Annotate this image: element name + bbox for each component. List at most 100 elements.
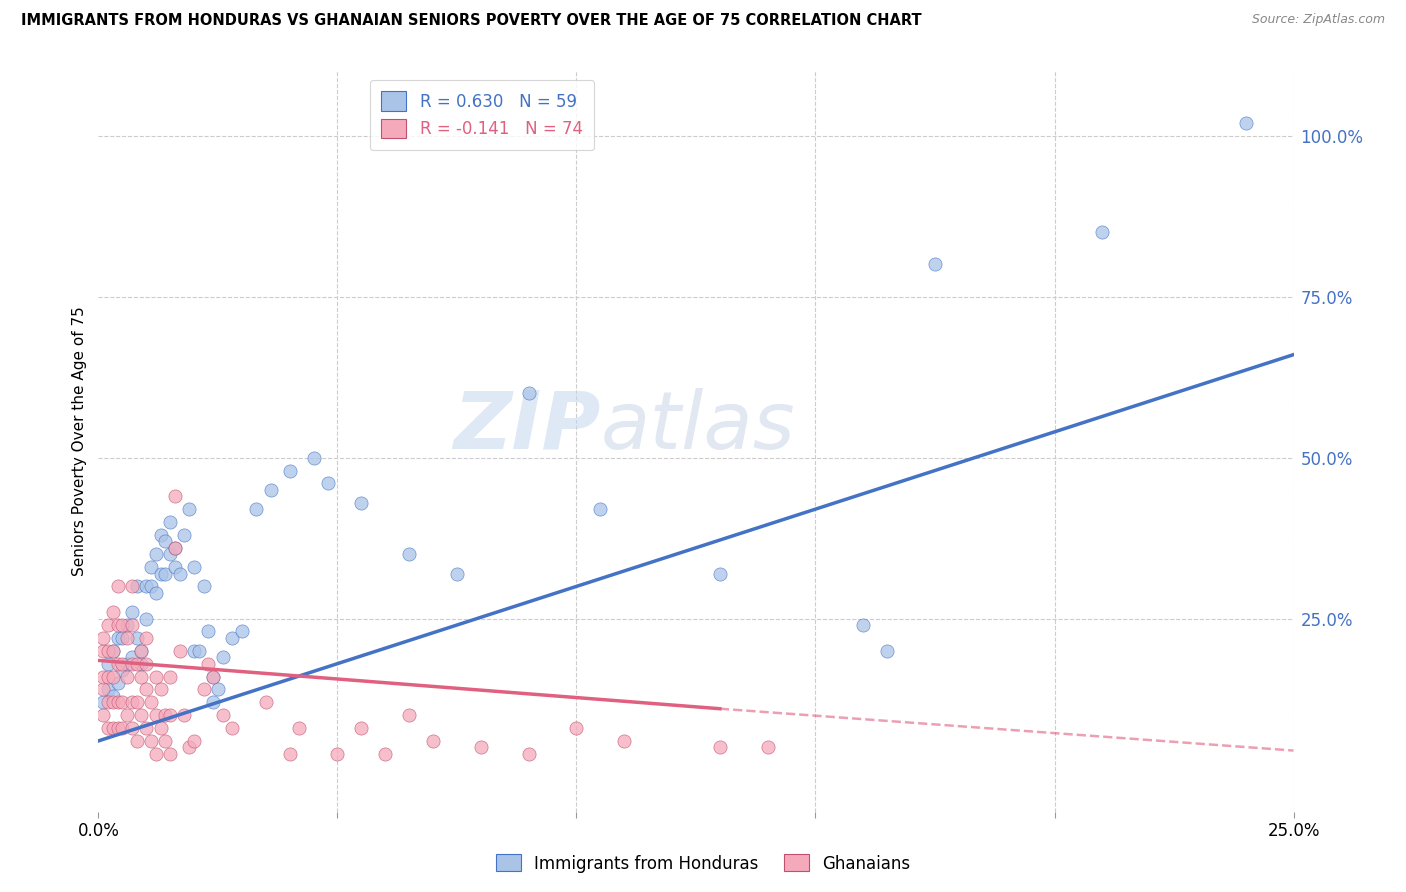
Y-axis label: Seniors Poverty Over the Age of 75: Seniors Poverty Over the Age of 75 — [72, 307, 87, 576]
Point — [101, 644, 124, 658]
Point — [159, 547, 181, 561]
Point — [121, 721, 143, 735]
Point — [145, 747, 167, 761]
Point — [115, 618, 138, 632]
Point — [211, 650, 233, 665]
Point — [97, 618, 120, 632]
Point — [101, 605, 124, 619]
Point — [101, 669, 124, 683]
Point — [350, 496, 373, 510]
Point — [97, 682, 120, 697]
Point — [139, 579, 162, 593]
Point — [135, 657, 157, 671]
Point — [135, 611, 157, 625]
Point — [111, 695, 134, 709]
Point — [125, 657, 148, 671]
Point — [193, 579, 215, 593]
Point — [470, 740, 492, 755]
Point — [179, 740, 201, 755]
Text: Source: ZipAtlas.com: Source: ZipAtlas.com — [1251, 13, 1385, 27]
Point — [422, 734, 444, 748]
Point — [207, 682, 229, 697]
Point — [101, 721, 124, 735]
Point — [101, 689, 124, 703]
Point — [1234, 116, 1257, 130]
Point — [155, 708, 177, 723]
Point — [121, 650, 143, 665]
Point — [145, 669, 167, 683]
Point — [221, 721, 243, 735]
Point — [121, 579, 143, 593]
Point — [135, 682, 157, 697]
Point — [111, 631, 134, 645]
Point — [565, 721, 588, 735]
Point — [876, 644, 898, 658]
Point — [111, 721, 134, 735]
Point — [145, 586, 167, 600]
Point — [139, 734, 162, 748]
Point — [145, 547, 167, 561]
Point — [91, 682, 114, 697]
Point — [107, 695, 129, 709]
Point — [183, 644, 205, 658]
Point — [350, 721, 373, 735]
Point — [1091, 225, 1114, 239]
Point — [149, 566, 172, 581]
Point — [131, 657, 153, 671]
Point — [852, 618, 875, 632]
Point — [756, 740, 779, 755]
Point — [278, 747, 301, 761]
Legend: Immigrants from Honduras, Ghanaians: Immigrants from Honduras, Ghanaians — [489, 847, 917, 880]
Point — [202, 669, 225, 683]
Point — [121, 618, 143, 632]
Point — [173, 708, 195, 723]
Point — [91, 669, 114, 683]
Point — [101, 644, 124, 658]
Point — [125, 695, 148, 709]
Point — [169, 566, 191, 581]
Point — [202, 669, 225, 683]
Point — [131, 644, 153, 658]
Point — [145, 708, 167, 723]
Point — [231, 624, 253, 639]
Point — [125, 631, 148, 645]
Point — [183, 560, 205, 574]
Point — [107, 631, 129, 645]
Point — [589, 502, 612, 516]
Point — [398, 708, 420, 723]
Point — [173, 528, 195, 542]
Point — [111, 618, 134, 632]
Point — [183, 734, 205, 748]
Point — [197, 624, 219, 639]
Point — [121, 605, 143, 619]
Point — [193, 682, 215, 697]
Text: atlas: atlas — [600, 388, 796, 466]
Point — [149, 721, 172, 735]
Point — [155, 566, 177, 581]
Point — [97, 695, 120, 709]
Point — [254, 695, 277, 709]
Point — [91, 708, 114, 723]
Point — [398, 547, 420, 561]
Point — [202, 695, 225, 709]
Point — [163, 541, 186, 555]
Point — [159, 747, 181, 761]
Point — [221, 631, 243, 645]
Point — [97, 721, 120, 735]
Point — [326, 747, 349, 761]
Point — [613, 734, 636, 748]
Point — [115, 631, 138, 645]
Point — [115, 669, 138, 683]
Point — [111, 657, 134, 671]
Point — [924, 258, 946, 272]
Point — [97, 669, 120, 683]
Text: ZIP: ZIP — [453, 388, 600, 466]
Point — [302, 450, 325, 465]
Point — [709, 740, 731, 755]
Point — [155, 734, 177, 748]
Point — [159, 669, 181, 683]
Point — [125, 579, 148, 593]
Legend: R = 0.630   N = 59, R = -0.141   N = 74: R = 0.630 N = 59, R = -0.141 N = 74 — [370, 79, 595, 150]
Point — [121, 695, 143, 709]
Point — [155, 534, 177, 549]
